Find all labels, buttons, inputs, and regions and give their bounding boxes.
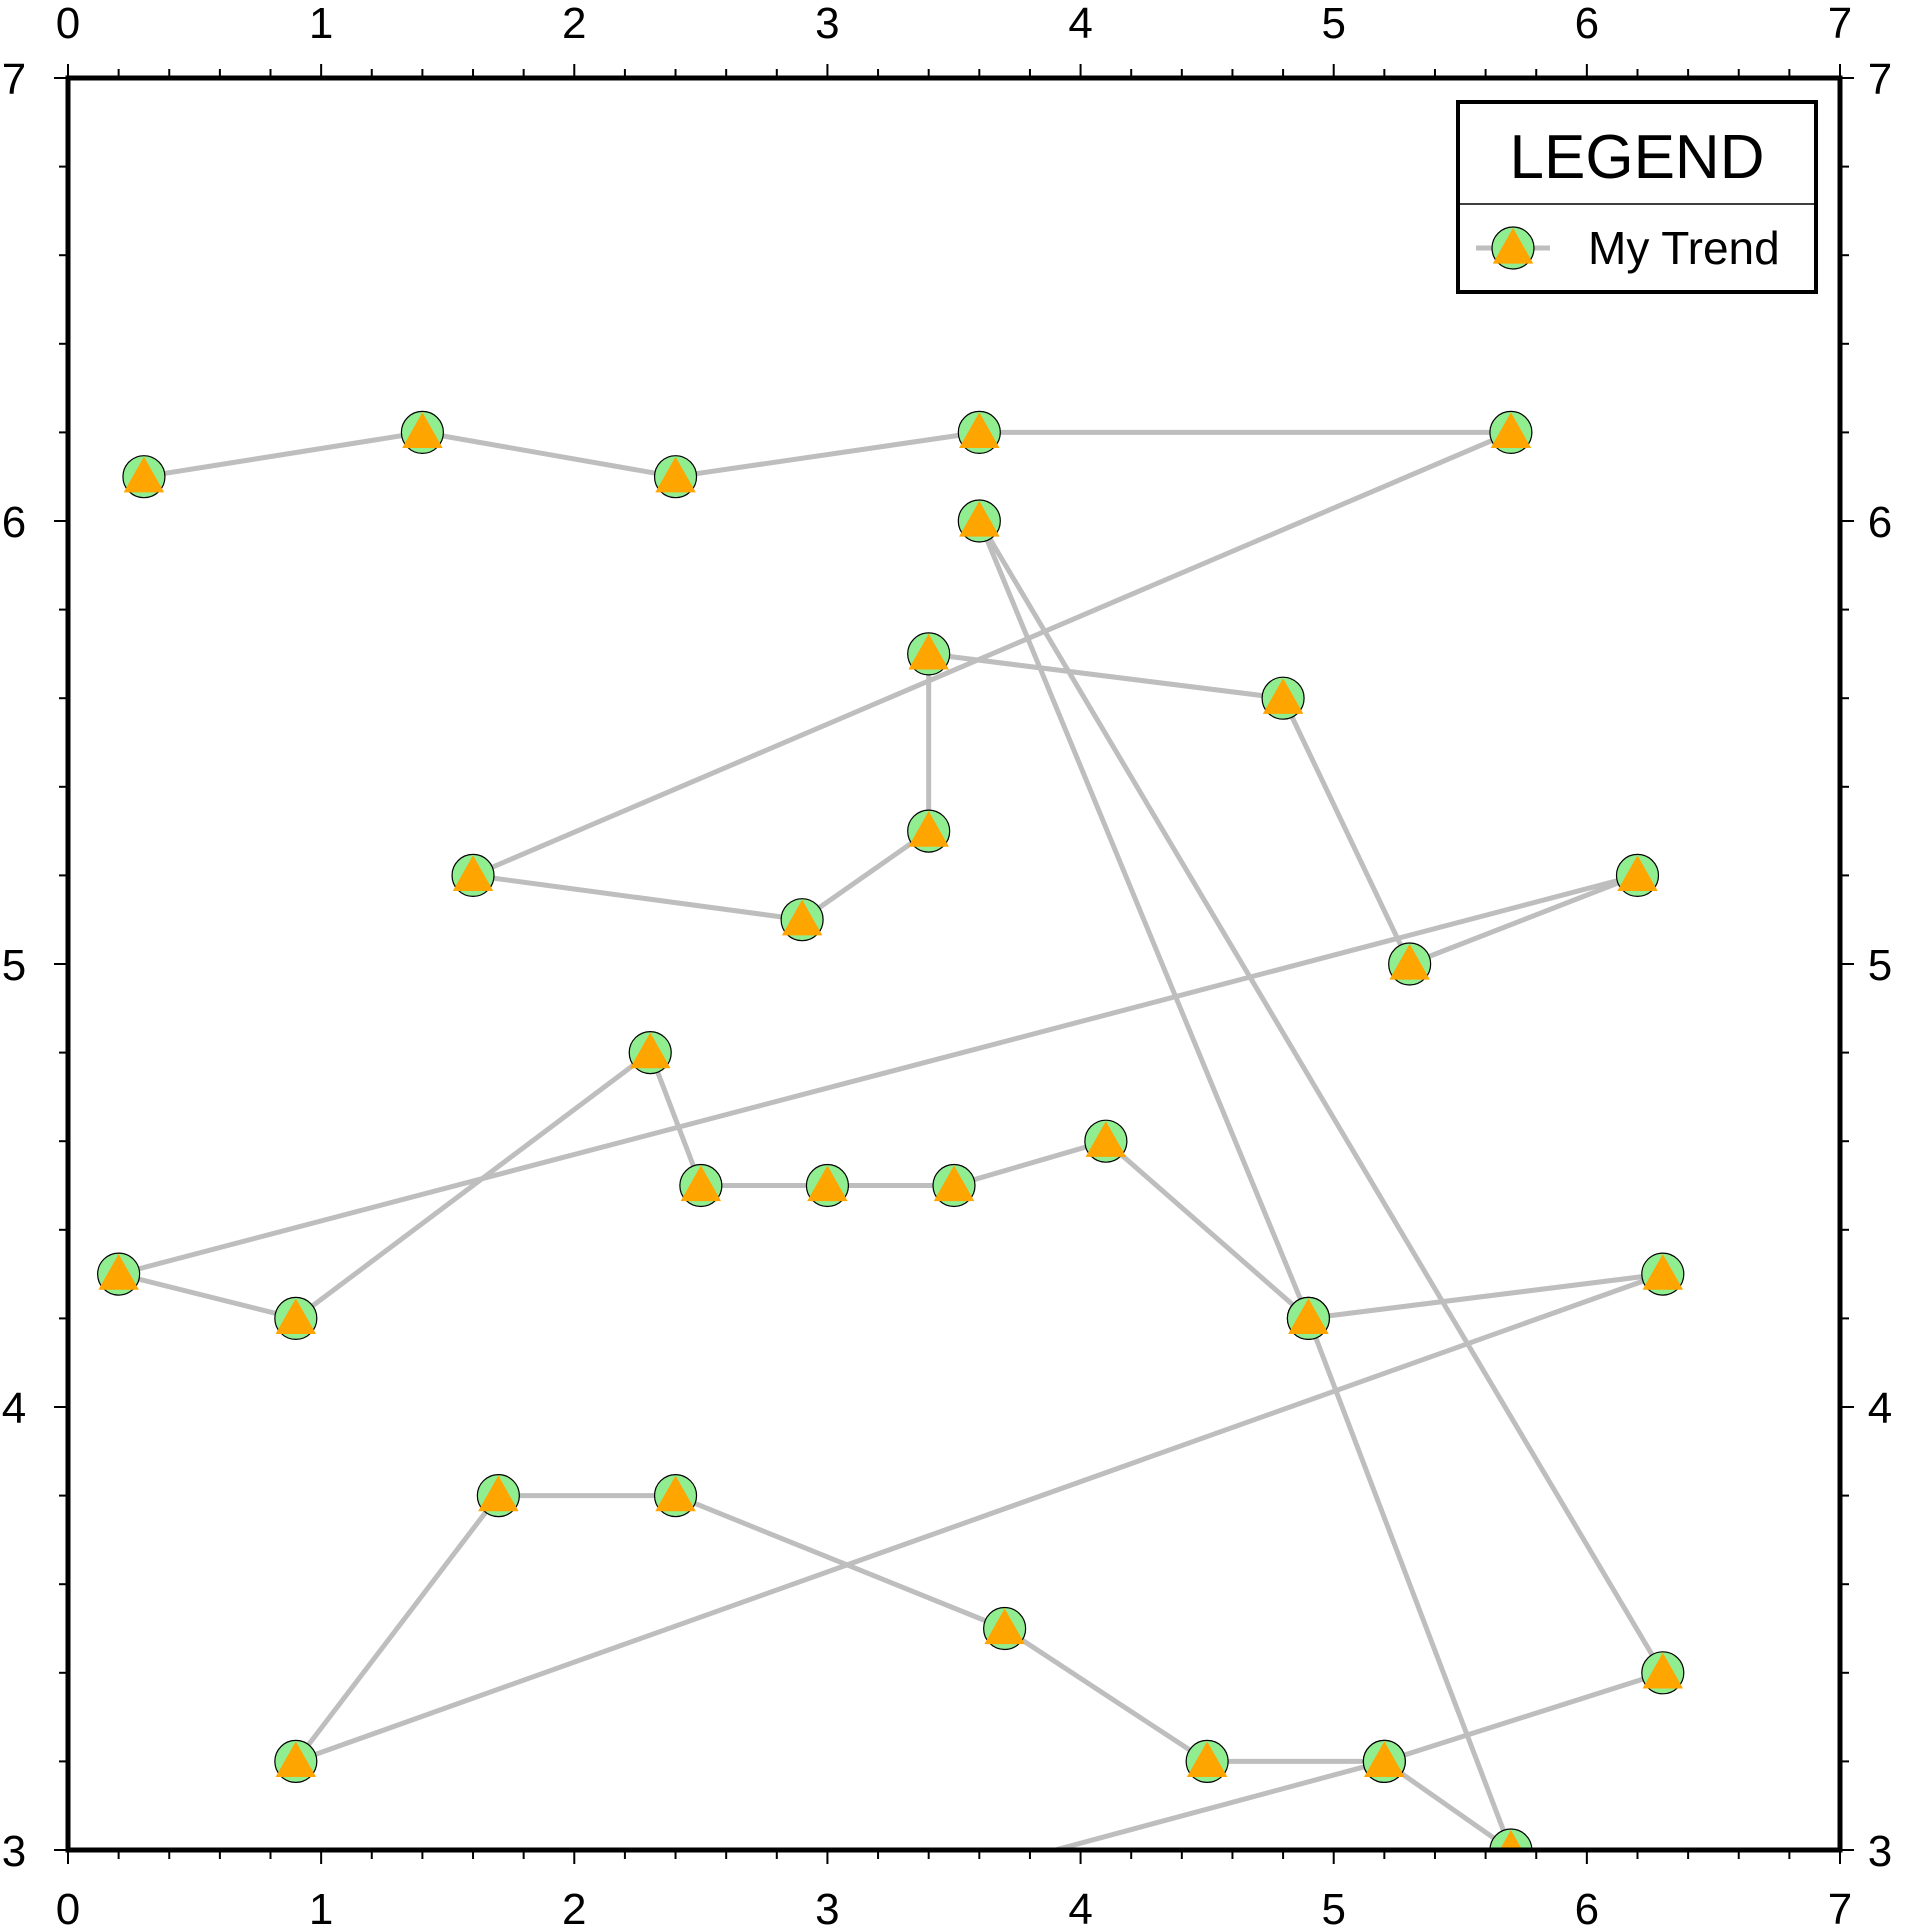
marker-triangle (655, 456, 696, 493)
marker-triangle (984, 1608, 1025, 1645)
marker-triangle (908, 811, 949, 847)
marker-triangle (1186, 1741, 1228, 1778)
y-tick-label-left: 5 (2, 941, 26, 990)
x-tick-label-top: 6 (1575, 0, 1599, 48)
marker-triangle (123, 456, 165, 493)
marker-triangle (1499, 1830, 1523, 1850)
marker-triangle (1617, 855, 1658, 892)
legend-box (1456, 100, 1818, 294)
x-tick-label-bottom: 1 (309, 1885, 333, 1929)
y-tick-label-left: 6 (2, 498, 26, 547)
marker-triangle (629, 1032, 671, 1069)
x-tick-label-bottom: 5 (1321, 1885, 1345, 1929)
x-tick-label-top: 3 (815, 0, 839, 48)
x-tick-label-top: 1 (309, 0, 333, 48)
marker-triangle (1364, 1741, 1405, 1778)
marker-triangle (275, 1741, 317, 1778)
y-tick-label-right: 6 (1868, 498, 1892, 547)
x-tick-label-top: 4 (1068, 0, 1092, 48)
marker-triangle (1288, 1298, 1329, 1335)
x-tick-label-bottom: 2 (562, 1885, 586, 1929)
x-tick-label-top: 5 (1321, 0, 1345, 48)
marker-triangle (402, 412, 443, 449)
y-tick-label-right: 4 (1868, 1384, 1892, 1433)
minor-ticks (54, 64, 1854, 1864)
marker-triangle (1262, 678, 1304, 714)
marker-triangle (959, 412, 1000, 449)
marker-triangle (478, 1475, 519, 1512)
marker-triangle (1389, 944, 1430, 980)
y-tick-label-left: 3 (2, 1827, 26, 1876)
x-axis-ticks: 0 0 1 1 2 2 3 3 4 4 5 5 6 6 7 7 (56, 0, 1852, 1929)
legend: LEGEND My Trend (1456, 100, 1818, 294)
x-tick-label-bottom: 0 (56, 1885, 80, 1929)
legend-entry-label: My Trend (1588, 222, 1780, 274)
marker-triangle (781, 899, 823, 936)
marker-triangle (98, 1254, 139, 1290)
marker-triangle (807, 1165, 848, 1202)
series-markers (97, 410, 1685, 1850)
marker-triangle (1490, 412, 1532, 449)
y-axis-ticks: 3 3 4 4 5 5 6 6 7 7 (2, 55, 1892, 1876)
plot-frame (65, 75, 1843, 1853)
legend-swatch-triangle (1492, 228, 1534, 264)
marker-triangle (1085, 1121, 1127, 1157)
x-tick-label-bottom: 3 (815, 1885, 839, 1929)
marker-triangle (959, 501, 1000, 537)
marker-triangle (275, 1298, 317, 1335)
legend-swatch (1476, 226, 1550, 270)
x-tick-label-top: 2 (562, 0, 586, 48)
x-tick-label-bottom: 4 (1068, 1885, 1092, 1929)
y-tick-label-left: 7 (2, 55, 26, 104)
x-tick-label-top: 0 (56, 0, 80, 48)
marker-triangle (655, 1475, 696, 1512)
legend-title: LEGEND (1510, 123, 1765, 192)
marker-triangle (933, 1165, 975, 1202)
y-tick-label-right: 7 (1868, 55, 1892, 104)
series-polyline (116, 429, 1666, 1850)
y-tick-label-right: 3 (1868, 1827, 1892, 1876)
y-tick-label-left: 4 (2, 1384, 26, 1433)
marker-triangle (1642, 1254, 1684, 1290)
series-line (116, 429, 1666, 1850)
marker-triangle (1642, 1652, 1684, 1689)
marker-triangle (908, 633, 949, 670)
x-tick-label-bottom: 6 (1575, 1885, 1599, 1929)
x-tick-label-bottom: 7 (1828, 1885, 1852, 1929)
marker-triangle (452, 855, 494, 892)
marker-triangle (680, 1165, 722, 1202)
plot-area (97, 410, 1685, 1850)
y-tick-label-right: 5 (1868, 941, 1892, 990)
x-tick-label-top: 7 (1828, 0, 1852, 48)
